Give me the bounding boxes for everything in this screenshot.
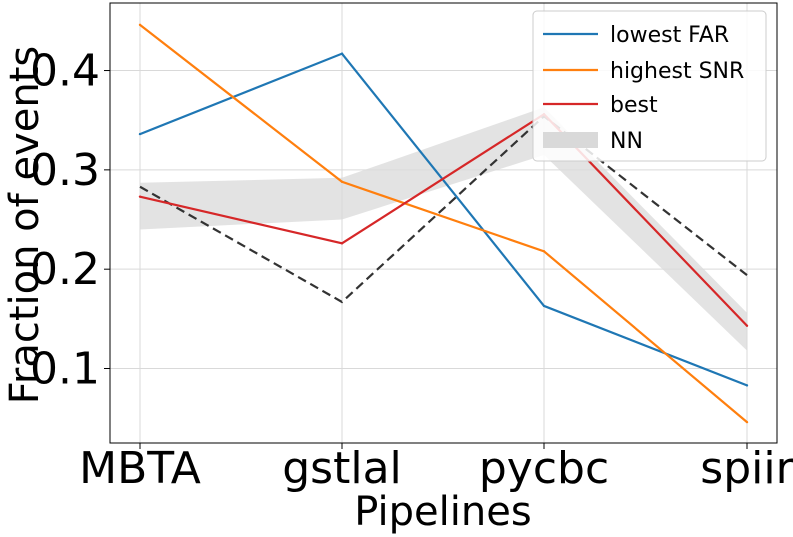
plot-frame (109, 2, 778, 444)
legend-label-highest-snr: highest SNR (610, 59, 744, 84)
point-lowest-far-3 (745, 384, 749, 387)
series-group (138, 23, 749, 424)
y-axis-label: Fraction of events (2, 46, 48, 404)
x-tick-label-mbta: MBTA (79, 443, 201, 494)
x-tick-label-pycbc: pycbc (479, 443, 609, 494)
point-lowest-far-1 (340, 52, 344, 55)
y-tick-label-1: 0.2 (30, 244, 100, 295)
point-highest-snr-2 (542, 250, 546, 253)
point-best-3 (745, 324, 749, 327)
point-lowest-far-0 (138, 132, 142, 136)
point-highest-snr-3 (745, 420, 749, 424)
x-tick-label-spiir: spiir (700, 443, 793, 494)
x-tick-label-gstlal: gstlal (282, 443, 402, 494)
ticks: 0.1 0.2 0.3 0.4 MBTA gstlal pycbc spiir (30, 46, 793, 494)
y-tick-label-2: 0.3 (30, 145, 100, 196)
legend-box (532, 10, 767, 162)
legend-swatch-nn (543, 132, 598, 148)
reference-line (139, 114, 748, 304)
legend-label-nn: NN (610, 129, 643, 154)
x-axis-label: Pipelines (354, 489, 531, 535)
legend: lowest FAR highest SNR best NN (532, 10, 767, 162)
point-highest-snr-1 (340, 180, 344, 183)
point-best-1 (340, 242, 344, 245)
point-lowest-far-2 (542, 304, 546, 308)
y-tick-label-3: 0.4 (30, 46, 100, 97)
legend-label-lowest-far: lowest FAR (610, 23, 729, 48)
legend-label-best: best (610, 93, 658, 118)
point-best-0 (138, 195, 142, 198)
y-tick-label-0: 0.1 (30, 344, 100, 395)
series-line-highest-snr (139, 23, 748, 423)
point-highest-snr-0 (138, 23, 142, 27)
reference-line-group (139, 114, 748, 304)
series-line-best (139, 112, 748, 327)
